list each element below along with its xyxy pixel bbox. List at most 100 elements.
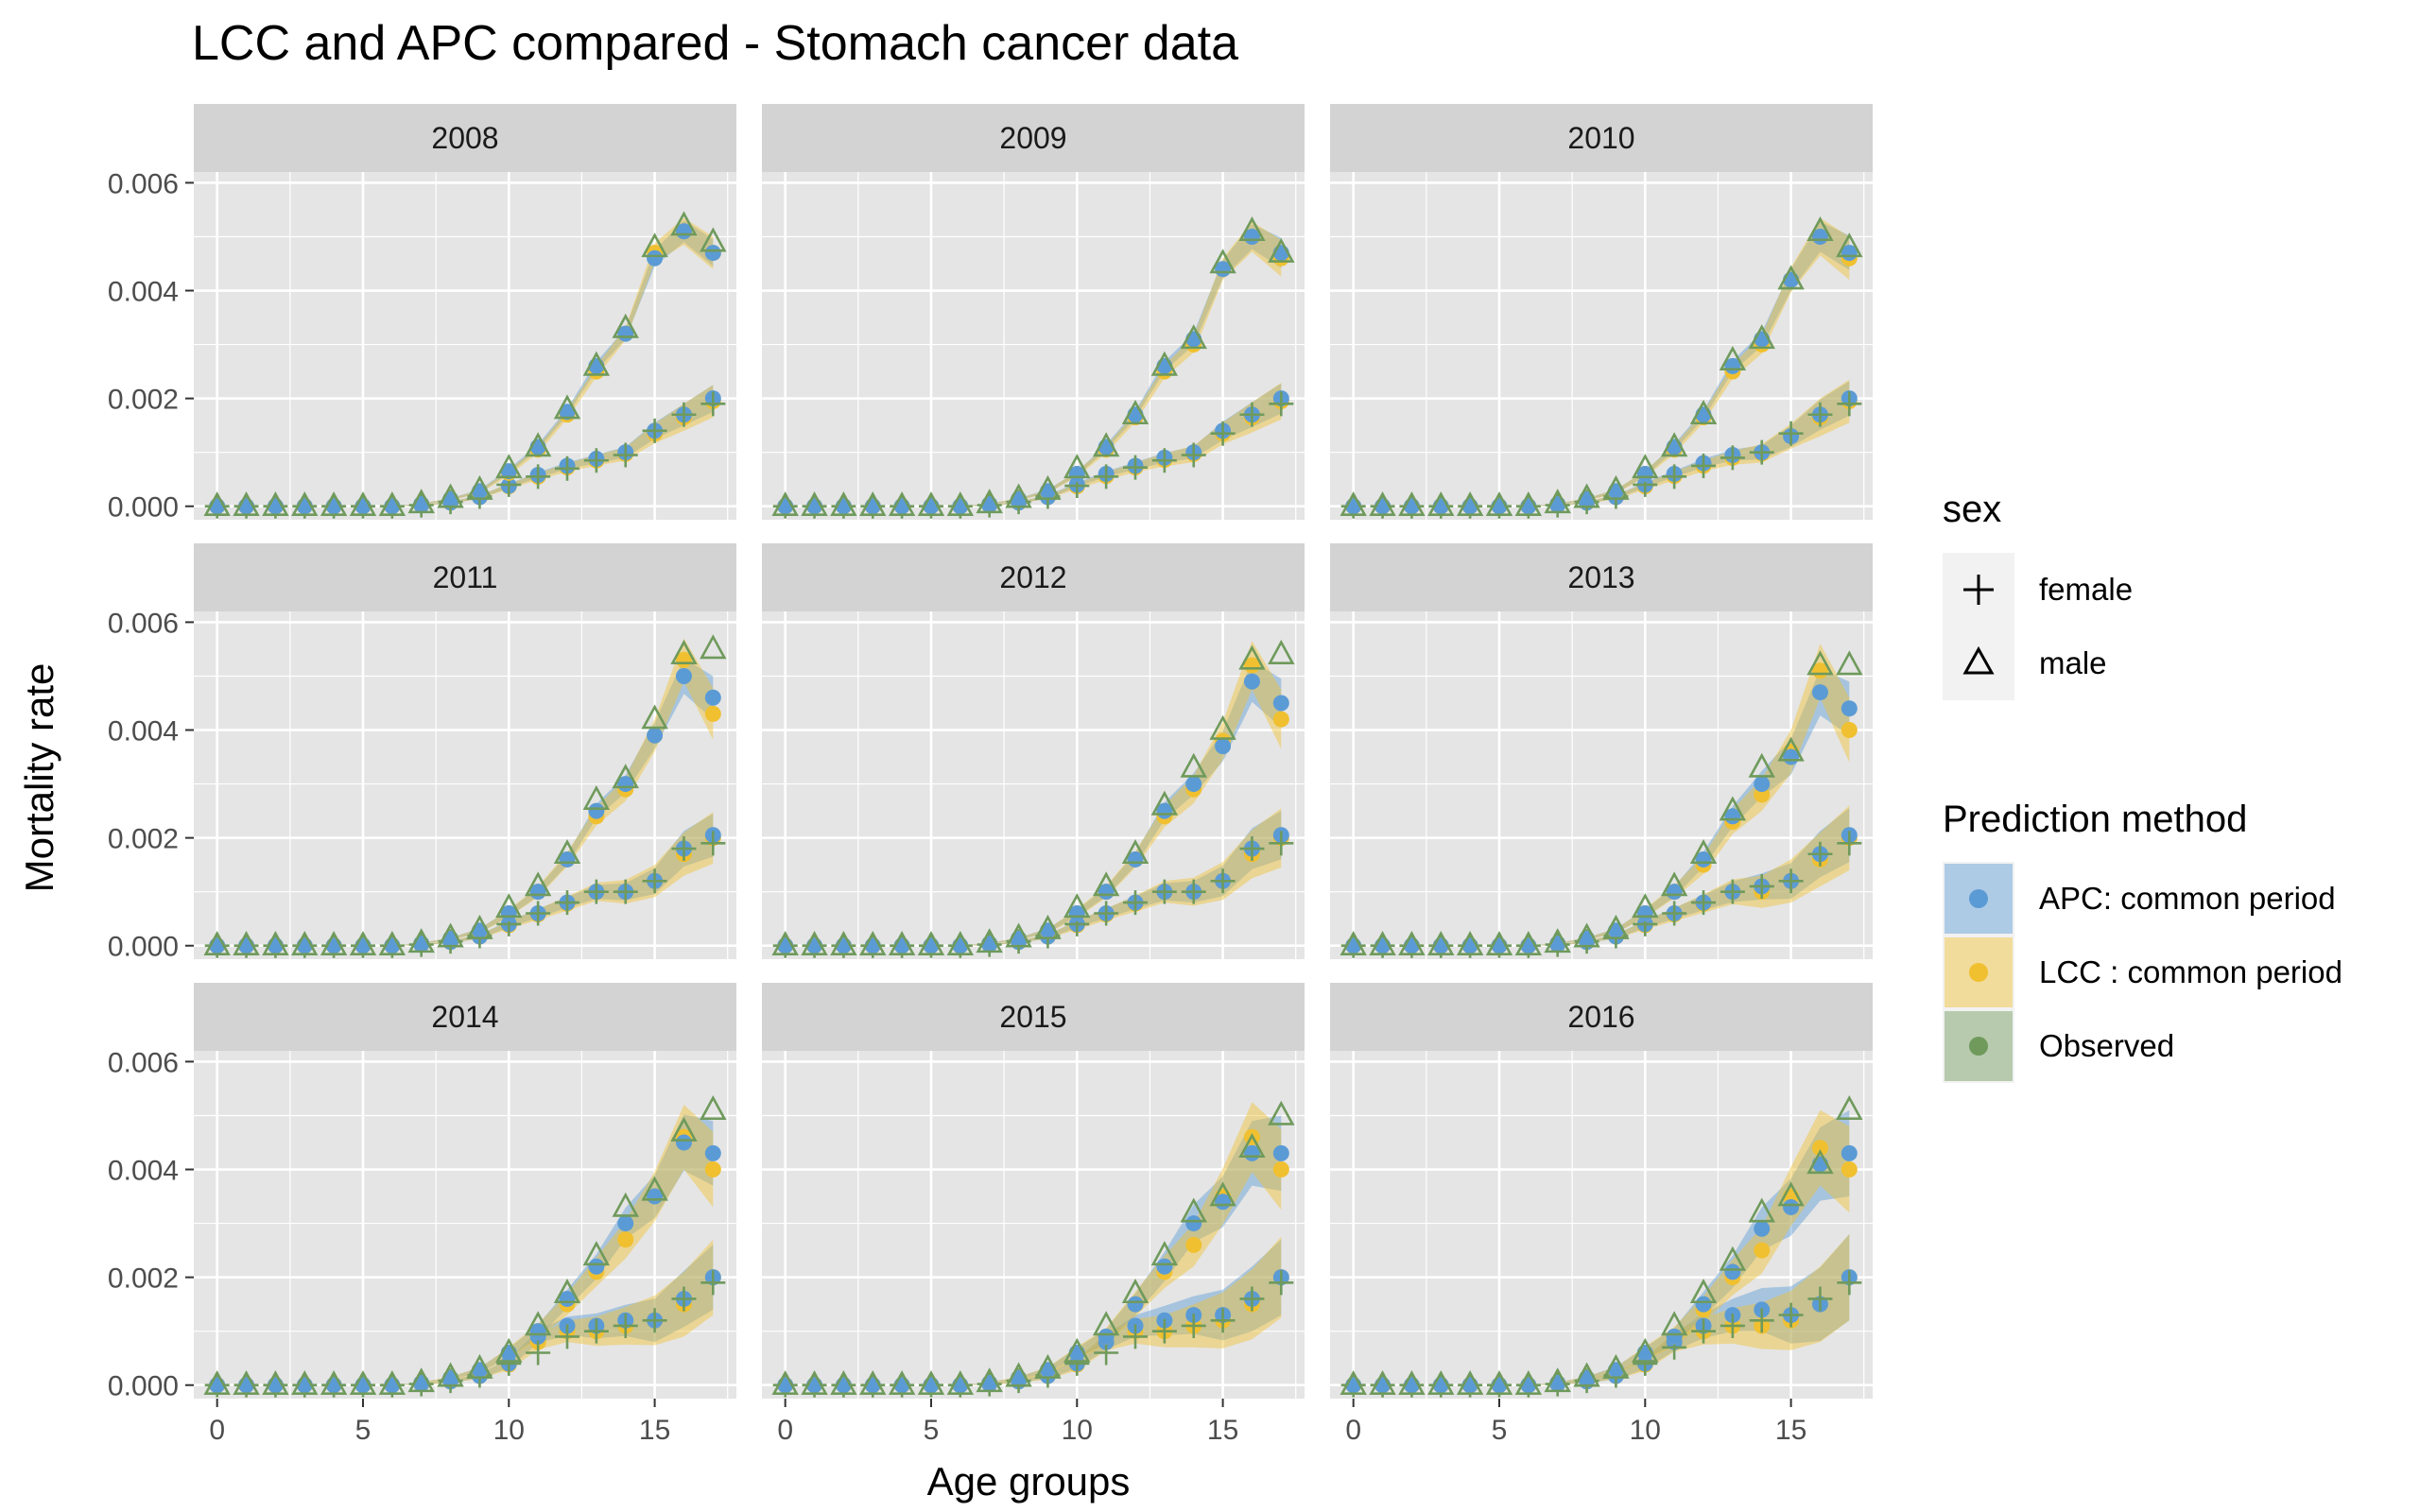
observed-point-male [233,1370,260,1396]
x-tick-label: 0 [777,1415,793,1446]
legend-label-method: Observed [2039,1028,2174,1063]
observed-point-male [917,931,945,956]
observed-point-female [642,418,667,443]
observed-point-male [1092,871,1120,897]
facet-strip [762,104,1305,172]
observed-point-male [1836,1095,1863,1121]
observed-point-male [495,454,523,479]
observed-point-male [1573,922,1600,948]
observed-point-male [612,764,639,789]
observed-point-male [1748,752,1775,778]
apc-band-female [1353,1234,1850,1385]
observed-point-male [1034,474,1062,500]
apc-band-male [1353,1109,1850,1385]
apc-point [559,404,576,421]
observed-point-male [1573,483,1600,508]
apc-point [647,249,664,266]
observed-point-male [320,931,348,956]
observed-point-female [1210,868,1236,894]
observed-point-male [1748,324,1775,350]
y-tick-label: 0.004 [108,1156,179,1187]
y-tick-label: 0.000 [108,492,179,524]
panel-background [1330,1051,1873,1399]
facet-strip-label: 2012 [999,560,1066,594]
observed-point-female [1749,1308,1774,1333]
observed-point-male [1340,1370,1367,1396]
observed-point-male [1268,237,1295,263]
observed-point-male [859,491,887,517]
x-tick-label: 5 [355,1415,372,1446]
observed-point-male [1660,432,1688,457]
facet-strip [194,104,736,172]
x-tick-label: 10 [1630,1415,1661,1446]
observed-point-female [642,1308,667,1333]
observed-point-male [1806,1149,1834,1175]
observed-point-female [1837,831,1862,856]
apc-point [1579,930,1596,947]
observed-point-male [1632,454,1659,479]
observed-point-male [1150,1241,1179,1266]
observed-point-female [1778,868,1804,894]
facet-strip [762,543,1305,611]
observed-point-male [437,483,464,508]
observed-point-male [641,232,668,258]
observed-point-male [1806,216,1834,242]
x-tick-label: 0 [1345,1415,1361,1446]
facet-panel-2010: 2010 [1330,104,1873,520]
legend-title-method: Prediction method [1943,799,2247,840]
observed-point-female [1123,1324,1149,1349]
observed-point-male [553,394,581,420]
lcc-point [704,705,721,722]
observed-point-male [1777,265,1805,290]
lcc-point [1841,722,1858,739]
observed-point-female [700,391,726,417]
observed-point-male [1121,839,1150,865]
observed-point-male [1238,644,1266,670]
observed-point-female [642,868,667,894]
apc-point [675,1134,692,1151]
lcc-band-male [785,221,1282,507]
lcc-point [617,1231,634,1248]
observed-point-female [1807,402,1833,427]
observed-point-male [1485,1370,1513,1396]
observed-point-female [1720,1313,1745,1338]
observed-point-male [291,1370,319,1396]
observed-point-female [613,442,638,468]
observed-point-male [466,914,493,939]
apc-band-female [785,1239,1282,1385]
observed-point-male [1544,1367,1571,1393]
observed-point-male [1150,351,1179,376]
apc-point [1185,1215,1202,1232]
apc-point [1039,483,1056,500]
observed-point-female [1691,1318,1717,1344]
observed-point-male [582,1241,611,1266]
observed-point-female [1210,1308,1236,1333]
observed-point-male [349,931,377,956]
observed-point-male [437,922,464,948]
facet-strip-label: 2016 [1567,1000,1634,1034]
observed-point-female [1210,421,1236,446]
observed-point-female [1181,442,1206,468]
observed-point-male [641,704,668,730]
observed-point-male [495,1337,523,1363]
lcc-band-female [216,1239,714,1385]
observed-point-male [437,1362,464,1387]
observed-point-male [1427,931,1455,956]
observed-point-female [583,448,609,473]
lcc-point [704,1161,721,1178]
observed-point-male [1034,914,1062,939]
triangle-icon [1962,645,1995,675]
observed-point-male [888,931,916,956]
observed-point-male [670,1116,698,1142]
observed-point-male [1121,1279,1150,1304]
observed-point-male [917,491,945,517]
observed-point-male [233,931,260,956]
observed-point-male [976,928,1003,954]
apc-point [442,930,459,947]
apc-band-female [1353,808,1850,946]
legend-key-male [1943,627,2014,700]
observed-point-male [1340,931,1367,956]
apc-point [442,1369,459,1386]
observed-point-male [524,1311,552,1336]
observed-point-male [612,1192,639,1217]
